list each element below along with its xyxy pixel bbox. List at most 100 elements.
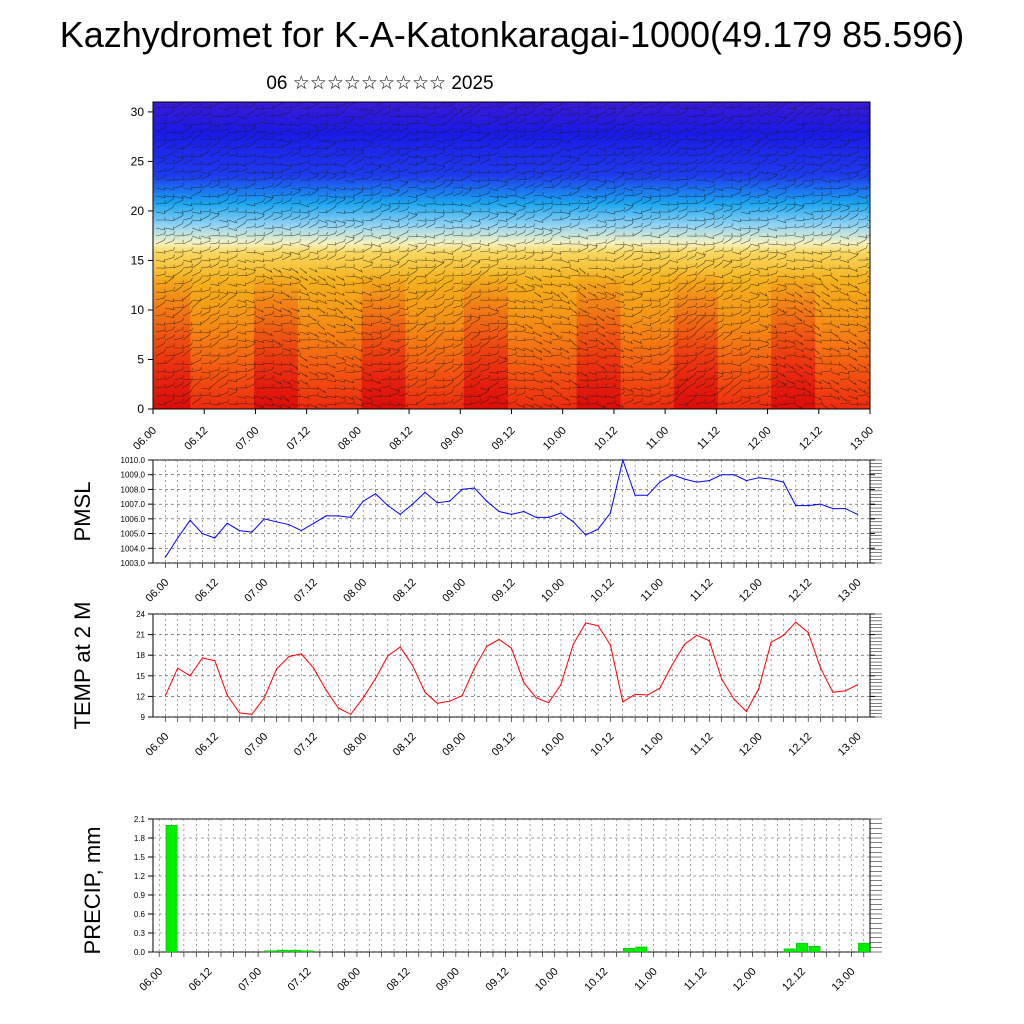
wind-barb	[380, 205, 391, 213]
wind-barb	[317, 245, 328, 253]
wind-barb	[758, 323, 768, 329]
wind-barb	[794, 331, 803, 338]
wind-barb	[758, 187, 769, 192]
wind-barb	[515, 154, 526, 159]
wind-barb	[677, 229, 688, 237]
wind-barb	[254, 192, 265, 197]
wind-barb	[785, 339, 795, 344]
wind-barb	[578, 378, 589, 382]
wind-barb	[506, 351, 517, 357]
wind-barb	[209, 325, 220, 333]
wind-barb	[299, 191, 310, 197]
wind-barb	[479, 247, 490, 253]
wind-barb	[461, 350, 472, 357]
wind-barb	[488, 197, 499, 205]
wind-barb	[578, 371, 588, 378]
wind-barb	[182, 380, 193, 389]
wind-barb	[488, 261, 499, 269]
wind-barb	[659, 254, 670, 261]
wind-barb	[542, 167, 553, 173]
wind-barb	[317, 387, 326, 394]
wind-barb	[605, 151, 616, 157]
wind-barb	[407, 324, 418, 333]
wind-barb	[659, 122, 670, 127]
wind-barb	[668, 285, 679, 293]
wind-barb	[524, 362, 535, 366]
wind-barb	[641, 174, 652, 181]
wind-barb	[272, 191, 283, 197]
wind-barb	[344, 299, 353, 306]
wind-barb	[272, 102, 283, 109]
wind-barb	[857, 391, 868, 397]
wind-barb	[443, 380, 454, 389]
wind-barb	[407, 175, 418, 181]
wind-barb	[299, 379, 308, 385]
wind-barb	[236, 299, 247, 303]
wind-barb	[407, 365, 418, 373]
wind-barb	[497, 203, 507, 208]
wind-barb	[272, 339, 281, 346]
wind-barb	[803, 231, 814, 237]
wind-barb	[191, 121, 202, 125]
wind-barb	[830, 323, 840, 329]
wind-barb	[848, 170, 859, 174]
data-point	[436, 502, 438, 504]
wind-barb	[281, 213, 292, 221]
wind-barb	[380, 293, 391, 301]
wind-barb	[272, 210, 283, 214]
wind-barb	[677, 364, 688, 373]
wind-barb	[857, 155, 868, 159]
wind-barb	[218, 311, 229, 317]
wind-barb	[740, 171, 751, 176]
x-tick-label: 09.00	[440, 577, 468, 605]
wind-barb	[749, 199, 760, 205]
wind-barb	[569, 103, 580, 109]
wind-barb	[290, 393, 301, 398]
wind-barb	[281, 395, 290, 402]
wind-barb	[353, 402, 364, 407]
wind-barb	[641, 387, 651, 392]
wind-barb	[515, 371, 526, 375]
wind-barb	[524, 330, 535, 335]
wind-barb	[506, 305, 517, 310]
wind-barb	[290, 123, 301, 127]
wind-barb	[821, 360, 832, 365]
wind-barb	[380, 283, 391, 287]
wind-barb	[740, 211, 751, 215]
wind-barb	[533, 118, 544, 125]
wind-barb	[353, 147, 364, 152]
wind-barb	[416, 321, 427, 325]
wind-barb	[470, 229, 481, 237]
wind-barb	[677, 224, 688, 229]
x-tick-label: 07.12	[292, 731, 320, 759]
wind-barb	[596, 156, 607, 165]
wind-barb	[641, 103, 652, 109]
wind-barb	[389, 303, 400, 309]
wind-barb	[722, 341, 733, 349]
wind-barb	[515, 305, 526, 310]
wind-barb	[299, 105, 310, 109]
wind-barb	[245, 290, 256, 295]
wind-barb	[542, 266, 553, 271]
wind-barb	[362, 322, 373, 326]
wind-barb	[434, 378, 445, 382]
wind-barb	[236, 395, 247, 400]
wind-barb	[164, 196, 175, 205]
wind-barb	[335, 197, 346, 205]
wind-barb	[533, 170, 544, 174]
wind-barb	[407, 194, 418, 199]
wind-barb	[578, 110, 589, 117]
wind-barb	[173, 253, 184, 261]
wind-barb	[155, 210, 166, 214]
wind-barb	[344, 386, 355, 390]
wind-barb	[344, 306, 355, 310]
wind-barb	[839, 212, 850, 221]
wind-barb	[353, 307, 363, 313]
wind-barb	[758, 207, 769, 213]
wind-barb	[182, 277, 193, 285]
wind-barb	[551, 123, 562, 128]
wind-barb	[227, 378, 238, 383]
wind-barb	[515, 254, 526, 261]
wind-barb	[461, 314, 472, 318]
wind-barb	[254, 232, 265, 237]
